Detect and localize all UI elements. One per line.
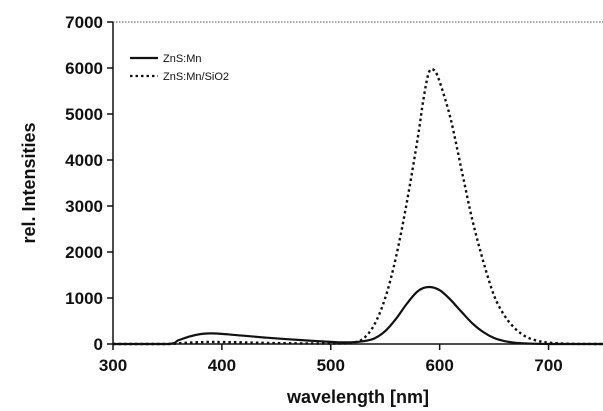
series-line-2 — [112, 67, 603, 346]
y-tick-label: 5000 — [65, 105, 103, 124]
y-tick-label: 0 — [94, 335, 103, 354]
legend-label-2: ZnS:Mn/SiO2 — [163, 71, 229, 83]
x-tick-label: 300 — [99, 356, 127, 375]
y-axis-title: rel. Intensities — [19, 122, 39, 243]
x-tick-label: 400 — [208, 356, 236, 375]
series-line-1 — [112, 285, 603, 346]
x-tick-label: 500 — [317, 356, 345, 375]
x-tick-label: 600 — [425, 356, 453, 375]
legend-label-1: ZnS:Mn — [163, 53, 202, 65]
x-tick-label: 700 — [534, 356, 562, 375]
y-tick-label: 1000 — [65, 289, 103, 308]
y-tick-label: 7000 — [65, 13, 103, 32]
y-tick-label: 4000 — [65, 151, 103, 170]
y-tick-label: 2000 — [65, 243, 103, 262]
x-axis-title: wavelength [nm] — [286, 387, 429, 407]
y-tick-label: 6000 — [65, 59, 103, 78]
y-tick-label: 3000 — [65, 197, 103, 216]
plot-area — [113, 22, 603, 344]
